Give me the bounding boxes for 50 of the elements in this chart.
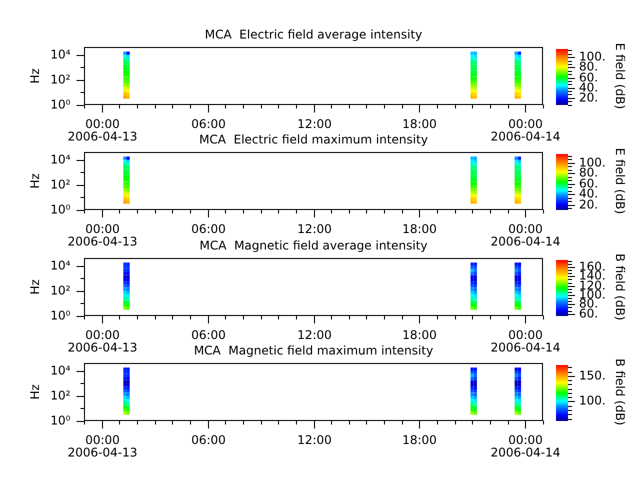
- y-axis-title: Hz: [28, 173, 42, 189]
- y-tick-label: 10⁰: [50, 202, 71, 217]
- y-tick-label: 10⁴: [50, 258, 71, 273]
- x-tick-label: 00:00 2006-04-14: [490, 222, 560, 249]
- y-tick-label: 10⁰: [50, 98, 71, 112]
- x-tick-label: 00:00 2006-04-13: [68, 222, 138, 249]
- chart-title: MCA Electric field maximum intensity: [199, 132, 428, 147]
- x-tick-label: 06:00: [191, 222, 226, 236]
- y-tick-label: 10⁰: [50, 308, 71, 323]
- x-tick-label: 06:00: [191, 328, 226, 342]
- color-bar-label: 20.: [579, 90, 598, 105]
- y-tick-label: 10²: [50, 178, 71, 192]
- x-tick-label: 00:00 2006-04-14: [490, 433, 560, 460]
- x-tick-label: 06:00: [191, 433, 226, 448]
- y-tick-label: 10⁴: [50, 152, 71, 167]
- color-bar-label: 80.: [579, 166, 598, 180]
- y-axis-title: Hz: [28, 384, 42, 400]
- y-tick-label: 10⁰: [50, 414, 71, 428]
- x-tick-label: 12:00: [297, 433, 332, 448]
- y-tick-label: 10²: [50, 388, 71, 403]
- chart-title: MCA Magnetic field maximum intensity: [194, 344, 434, 358]
- y-axis-title: Hz: [28, 68, 42, 84]
- x-tick-label: 06:00: [191, 117, 226, 132]
- x-tick-label: 18:00: [402, 328, 437, 342]
- y-tick-label: 10⁴: [50, 364, 71, 378]
- x-tick-label: 12:00: [297, 222, 332, 236]
- color-bar-title: B field (dB): [612, 358, 627, 426]
- color-bar-title: E field (dB): [612, 148, 627, 214]
- x-tick-label: 12:00: [297, 328, 332, 342]
- x-tick-label: 00:00 2006-04-13: [68, 433, 138, 460]
- chart-title: MCA Magnetic field average intensity: [199, 238, 428, 253]
- color-bar-title: B field (dB): [612, 254, 627, 320]
- x-tick-label: 18:00: [402, 433, 437, 448]
- y-tick-label: 10²: [50, 284, 71, 298]
- color-bar-label: 100.: [579, 394, 606, 408]
- y-axis-title: Hz: [28, 279, 42, 295]
- x-tick-label: 00:00 2006-04-13: [68, 328, 138, 355]
- y-tick-label: 10⁴: [50, 48, 71, 62]
- y-tick-label: 10²: [50, 72, 71, 87]
- chart-title: MCA Electric field average intensity: [204, 28, 422, 42]
- color-bar-label: 60.: [579, 306, 598, 321]
- x-tick-label: 00:00 2006-04-13: [68, 117, 138, 144]
- color-bar-label: 150.: [579, 368, 606, 383]
- x-tick-label: 18:00: [402, 222, 437, 236]
- color-bar-label: 80.: [579, 60, 598, 74]
- x-tick-label: 00:00 2006-04-14: [490, 117, 560, 144]
- x-tick-label: 00:00 2006-04-14: [490, 328, 560, 355]
- x-tick-label: 18:00: [402, 117, 437, 132]
- x-tick-label: 12:00: [297, 117, 332, 132]
- color-bar-title: E field (dB): [612, 42, 627, 110]
